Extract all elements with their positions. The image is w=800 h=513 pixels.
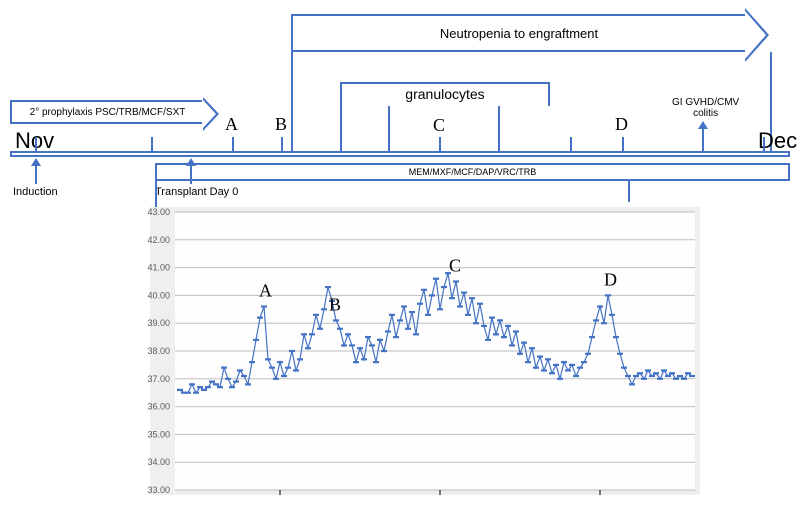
granulocytes-mid-stem bbox=[388, 106, 390, 151]
temperature-chart: 33.00 34.00 35.00 36.00 37.00 38.00 39.00 40.00… bbox=[142, 205, 702, 500]
treatment-label: MEM/MXF/MCF/DAP/VRC/TRB bbox=[409, 167, 537, 177]
svg-text:42.00: 42.00 bbox=[147, 235, 170, 245]
chart-letter-A: A bbox=[259, 281, 272, 301]
tick bbox=[151, 137, 153, 151]
timeline-letter-C: C bbox=[433, 115, 445, 136]
engraftment-arrow: Neutropenia to engraftment bbox=[291, 14, 747, 52]
tick bbox=[35, 137, 37, 151]
svg-text:38.00: 38.00 bbox=[147, 346, 170, 356]
tick bbox=[622, 137, 624, 151]
induction-label: Induction bbox=[13, 186, 58, 198]
timeline-axis bbox=[10, 151, 790, 157]
gvhd-label: GI GVHD/CMV colitis bbox=[672, 97, 739, 119]
svg-text:34.00: 34.00 bbox=[147, 457, 170, 467]
induction-arrow bbox=[35, 166, 37, 184]
prophylaxis-label: 2° prophylaxis PSC/TRB/MCF/SXT bbox=[30, 107, 186, 118]
svg-text:43.00: 43.00 bbox=[147, 207, 170, 217]
tick bbox=[232, 137, 234, 151]
chart-letter-C: C bbox=[449, 256, 461, 276]
tick bbox=[763, 137, 765, 151]
prophylaxis-arrow: 2° prophylaxis PSC/TRB/MCF/SXT bbox=[10, 100, 205, 124]
tick bbox=[439, 137, 441, 151]
svg-text:41.00: 41.00 bbox=[147, 263, 170, 273]
engraftment-label: Neutropenia to engraftment bbox=[440, 26, 598, 41]
timeline-letter-B: B bbox=[275, 114, 287, 135]
granulocytes-box: granulocytes bbox=[340, 82, 550, 106]
svg-text:37.00: 37.00 bbox=[147, 374, 170, 384]
transplant-label: Transplant Day 0 bbox=[155, 186, 238, 198]
chart-letter-D: D bbox=[604, 269, 617, 289]
granulocytes-label: granulocytes bbox=[405, 86, 484, 102]
gvhd-line2: colitis bbox=[693, 108, 718, 119]
gvhd-line1: GI GVHD/CMV bbox=[672, 97, 739, 108]
tick bbox=[570, 137, 572, 151]
treatment-bar: MEM/MXF/MCF/DAP/VRC/TRB bbox=[155, 163, 790, 181]
svg-text:40.00: 40.00 bbox=[147, 290, 170, 300]
timeline-letter-A: A bbox=[225, 114, 238, 135]
svg-text:36.00: 36.00 bbox=[147, 402, 170, 412]
svg-text:39.00: 39.00 bbox=[147, 318, 170, 328]
timeline-letter-D: D bbox=[615, 114, 628, 135]
figure-root: Neutropenia to engraftment 2° prophylaxi… bbox=[0, 0, 800, 513]
tick bbox=[281, 137, 283, 151]
granulocytes-left-stem bbox=[340, 106, 342, 151]
chart-letter-B: B bbox=[329, 294, 341, 314]
engraftment-left-stem bbox=[291, 52, 293, 151]
granulocytes-right-stem bbox=[498, 106, 500, 151]
svg-text:35.00: 35.00 bbox=[147, 429, 170, 439]
gvhd-arrow bbox=[702, 129, 704, 151]
svg-text:33.00: 33.00 bbox=[147, 485, 170, 495]
chart-connector-right bbox=[628, 181, 630, 202]
